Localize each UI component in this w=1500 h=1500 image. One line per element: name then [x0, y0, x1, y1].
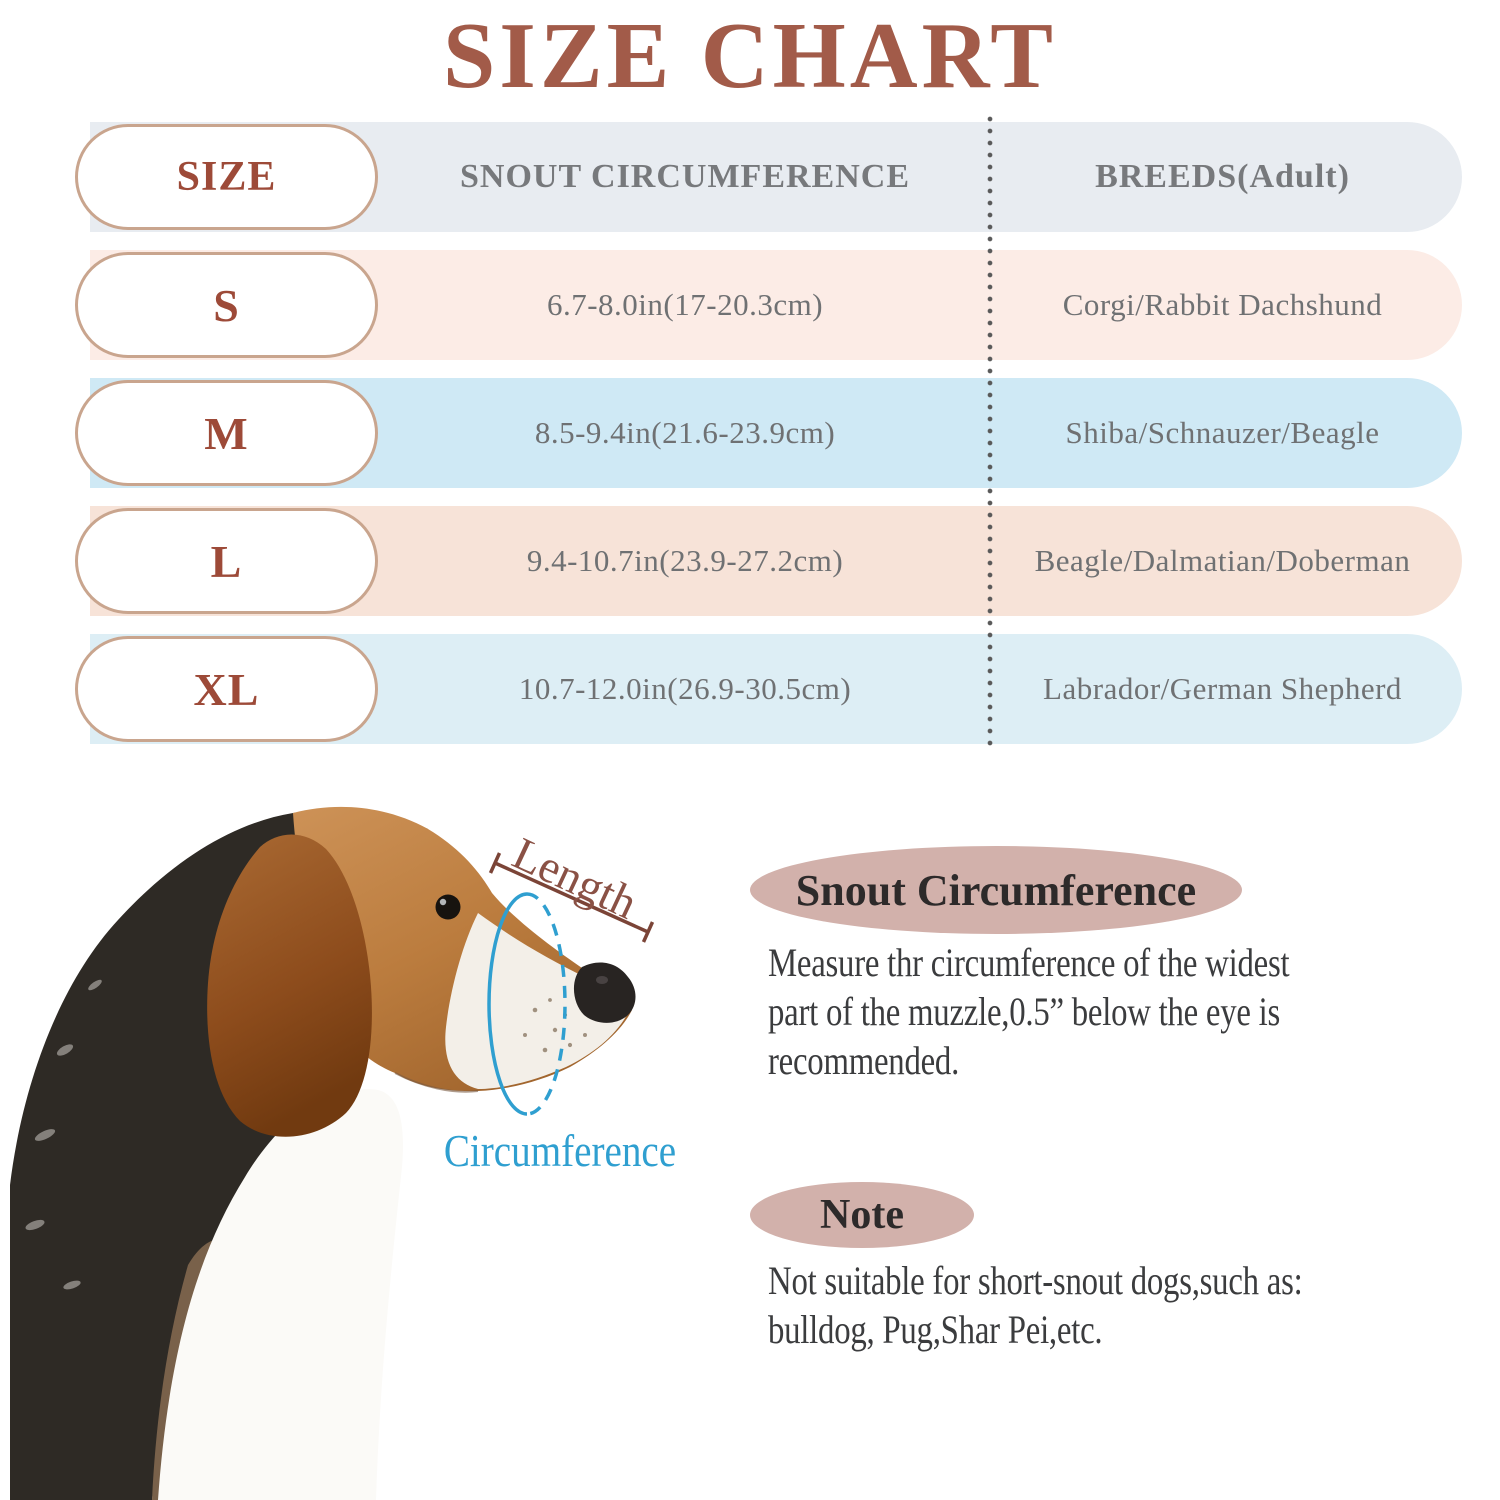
breeds-cell: Shiba/Schnauzer/Beagle [1065, 415, 1380, 450]
nose-highlight [596, 976, 608, 984]
text-line: Not suitable for short-snout dogs,such a… [768, 1258, 1303, 1303]
circumference-label: Circumference [443, 1125, 677, 1176]
text-line: part of the muzzle,0.5” below the eye is [768, 989, 1281, 1034]
breeds-cell: Labrador/German Shepherd [1043, 671, 1402, 706]
circumference-ellipse [487, 892, 567, 1116]
circumference-cell: 9.4-10.7in(23.9-27.2cm) [526, 543, 844, 578]
size-pill: S [75, 252, 378, 358]
breeds-cell: Corgi/Rabbit Dachshund [1062, 287, 1383, 322]
table-row-m: M 8.5-9.4in(21.6-23.9cm) Shiba/Schnauzer… [70, 378, 1462, 488]
dog-chest [158, 1089, 403, 1500]
note-text: Not suitable for short-snout dogs,such a… [768, 1256, 1420, 1354]
text-line: Measure thr circumference of the widest [768, 940, 1290, 985]
fur-ticking [25, 979, 102, 1290]
size-label: L [210, 535, 243, 587]
breeds-header: BREEDS(Adult) [1095, 158, 1350, 195]
note-heading-label: Note [820, 1192, 904, 1238]
size-label: M [204, 407, 249, 459]
size-label: S [213, 279, 240, 331]
dog-photo [10, 806, 655, 1500]
size-pill: L [75, 508, 378, 614]
size-pill: M [75, 380, 378, 486]
text-line: recommended. [768, 1038, 960, 1083]
size-header-pill: SIZE [75, 124, 378, 230]
table-row-l: L 9.4-10.7in(23.9-27.2cm) Beagle/Dalmati… [70, 506, 1462, 616]
snout-circumference-text: Measure thr circumference of the widest … [768, 938, 1404, 1085]
table-row-s: S 6.7-8.0in(17-20.3cm) Corgi/Rabbit Dach… [70, 250, 1462, 360]
snout-circumference-heading: Snout Circumference [750, 846, 1242, 934]
circumference-cell: 8.5-9.4in(21.6-23.9cm) [534, 415, 836, 450]
circumference-cell: 6.7-8.0in(17-20.3cm) [546, 287, 824, 322]
page-title: SIZE CHART [443, 4, 1057, 108]
length-measure-line [488, 852, 655, 943]
note-heading: Note [750, 1182, 974, 1248]
circumference-header: SNOUT CIRCUMFERENCE [459, 158, 911, 195]
table-row-xl: XL 10.7-12.0in(26.9-30.5cm) Labrador/Ger… [70, 634, 1462, 744]
breeds-cell: Beagle/Dalmatian/Doberman [1034, 543, 1411, 578]
column-separator [987, 116, 993, 750]
table-header-row: SIZE SNOUT CIRCUMFERENCE BREEDS(Adult) [70, 122, 1462, 232]
eye-highlight [439, 898, 447, 906]
size-pill: XL [75, 636, 378, 742]
text-line: bulldog, Pug,Shar Pei,etc. [768, 1307, 1103, 1352]
size-label: XL [193, 663, 260, 715]
circumference-cell: 10.7-12.0in(26.9-30.5cm) [518, 671, 852, 706]
size-header-label: SIZE [176, 154, 277, 200]
snout-heading-label: Snout Circumference [795, 865, 1197, 915]
dog-ear [207, 834, 372, 1137]
dog-mouth [394, 1072, 479, 1093]
dog-nose [573, 962, 636, 1023]
dog-eye [435, 894, 461, 920]
